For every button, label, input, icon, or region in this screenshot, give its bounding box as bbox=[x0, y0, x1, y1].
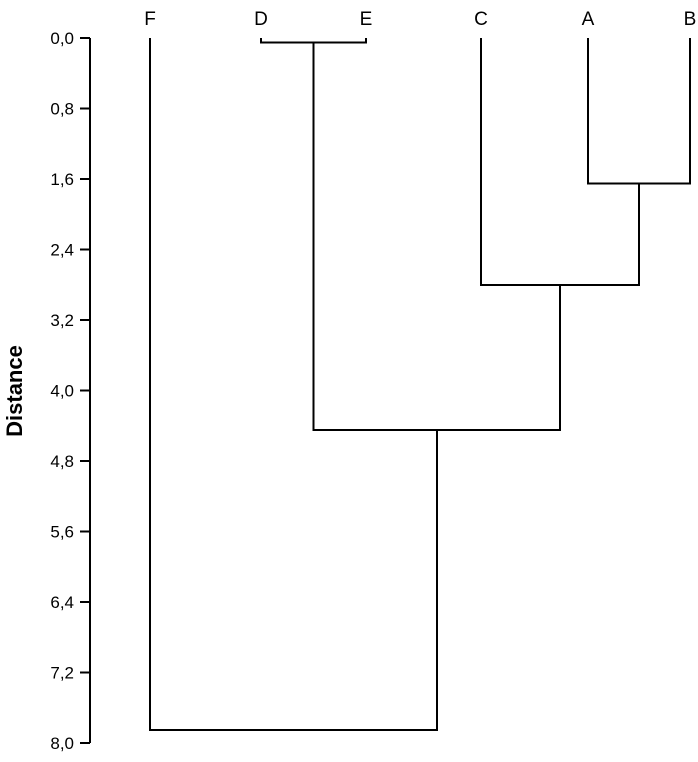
merge-branch-4 bbox=[312, 42, 561, 432]
y-tick-label: 0,8 bbox=[50, 100, 74, 119]
leaf-label-e: E bbox=[360, 9, 373, 30]
y-tick-label: 6,4 bbox=[50, 593, 74, 612]
y-tick-label: 2,4 bbox=[50, 241, 74, 260]
merge-branch-1 bbox=[260, 38, 367, 44]
y-axis-ticks: 0,0 0,8 1,6 2,4 3,2 4,0 4,8 5,6 6,4 7,2 8,0 bbox=[50, 29, 90, 753]
y-tick-label: 7,2 bbox=[50, 664, 74, 683]
y-tick-label: 5,6 bbox=[50, 523, 74, 542]
merge-branch-3 bbox=[480, 38, 640, 286]
merge-branch-5 bbox=[149, 38, 438, 731]
leaf-label-b: B bbox=[684, 9, 697, 30]
dendrogram-branches bbox=[149, 38, 691, 731]
y-tick-label: 3,2 bbox=[50, 311, 74, 330]
y-tick-label: 4,0 bbox=[50, 382, 74, 401]
y-tick-label: 8,0 bbox=[50, 734, 74, 753]
leaf-label-c: C bbox=[474, 9, 488, 30]
leaf-label-f: F bbox=[144, 9, 156, 30]
y-axis-title: Distance bbox=[2, 345, 27, 437]
leaf-label-a: A bbox=[582, 9, 595, 30]
y-tick-label: 1,6 bbox=[50, 170, 74, 189]
y-tick-label: 0,0 bbox=[50, 29, 74, 48]
y-tick-label: 4,8 bbox=[50, 452, 74, 471]
merge-branch-2 bbox=[587, 38, 691, 185]
leaf-label-d: D bbox=[254, 9, 268, 30]
